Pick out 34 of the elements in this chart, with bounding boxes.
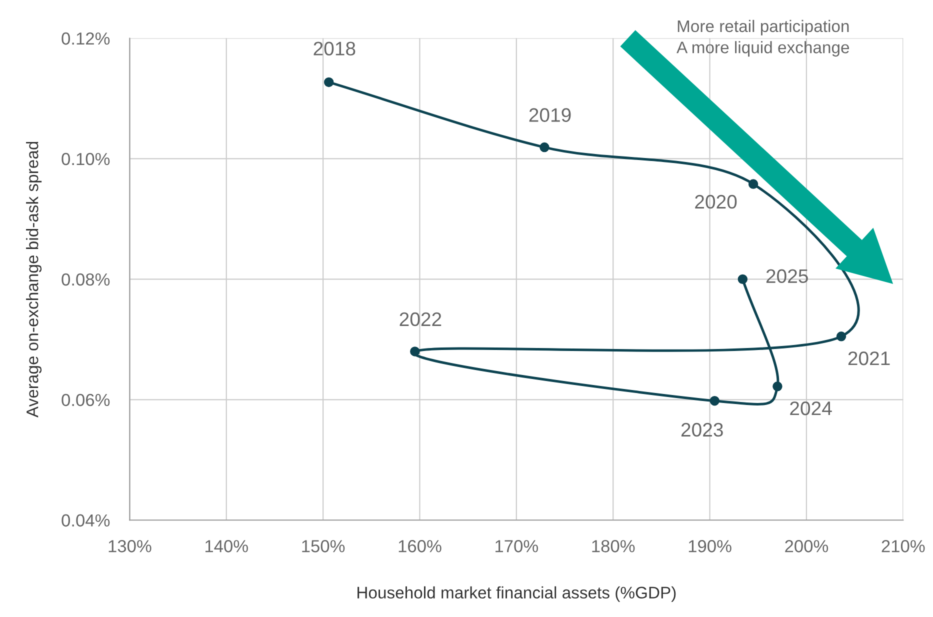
annotation: A more liquid exchange bbox=[676, 41, 850, 57]
annotation: 2020 bbox=[695, 194, 737, 209]
point bbox=[738, 274, 748, 284]
y-tick-label: 0.08% bbox=[62, 273, 110, 286]
point bbox=[410, 346, 420, 356]
y-tick-label: 0.06% bbox=[62, 394, 110, 406]
annotation: 2024 bbox=[790, 401, 832, 416]
x-tick-label: 140% bbox=[205, 540, 248, 552]
annotation: 2023 bbox=[681, 422, 723, 437]
x-tick-label: 210% bbox=[882, 540, 925, 552]
x-tick-label: 180% bbox=[592, 540, 635, 552]
y-axis-title: Average on-exchange bid-ask spread bbox=[26, 142, 42, 418]
annotation: 2021 bbox=[848, 351, 890, 366]
annotation: 2025 bbox=[766, 269, 808, 284]
x-tick-label: 170% bbox=[496, 540, 538, 552]
annotation: 2022 bbox=[400, 312, 442, 326]
point bbox=[772, 382, 782, 392]
annotation: 2018 bbox=[314, 42, 356, 56]
text: More retail participation bbox=[678, 20, 849, 36]
x-tick-label: 150% bbox=[302, 540, 345, 552]
x-tick-label: 130% bbox=[108, 540, 152, 552]
point bbox=[748, 179, 758, 189]
point bbox=[710, 396, 720, 406]
x-tick-label: 160% bbox=[398, 540, 442, 552]
x-tick-label: 190% bbox=[688, 540, 732, 552]
x-tick-label: 200% bbox=[785, 540, 828, 552]
x-axis-title: Household market financial assets (%GDP) bbox=[358, 586, 676, 602]
point bbox=[836, 332, 846, 342]
y-tick-label: 0.12% bbox=[62, 32, 110, 45]
point bbox=[540, 142, 550, 152]
annotation: 2019 bbox=[529, 108, 571, 122]
y-tick-label: 0.04% bbox=[62, 514, 110, 527]
point bbox=[324, 77, 334, 88]
y-tick-label: 0.10% bbox=[62, 152, 110, 166]
